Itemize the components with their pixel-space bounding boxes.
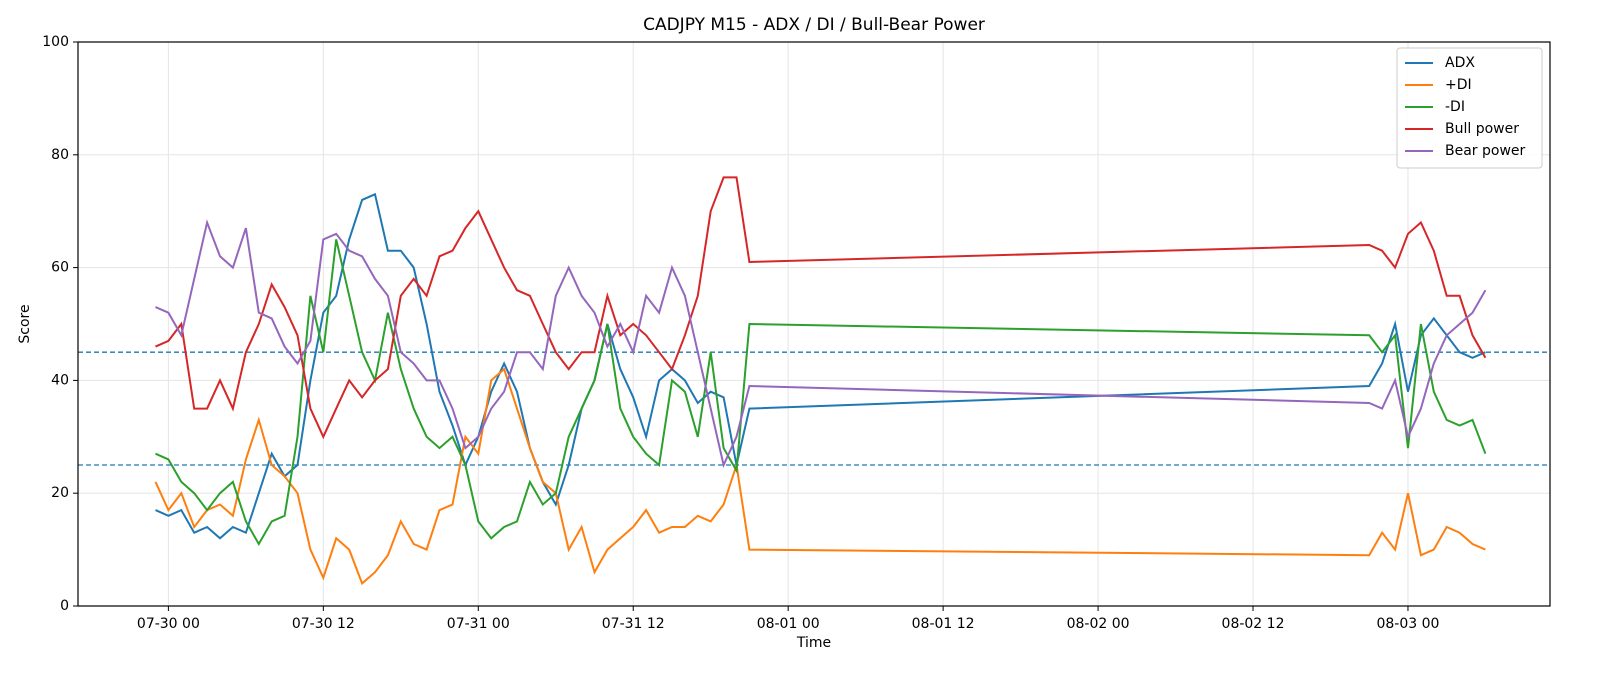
y-tick-label: 20 xyxy=(51,485,69,501)
legend-label: -DI xyxy=(1445,99,1465,115)
series-line xyxy=(155,192,1486,540)
y-tick-label: 60 xyxy=(51,260,69,276)
chart-title: CADJPY M15 - ADX / DI / Bull-Bear Power xyxy=(643,15,985,35)
x-axis-label: Time xyxy=(796,635,831,651)
x-tick-label: 08-01 12 xyxy=(912,616,975,632)
legend-label: ADX xyxy=(1445,55,1475,71)
x-tick-label: 07-31 00 xyxy=(447,616,510,632)
y-tick-label: 100 xyxy=(42,34,69,50)
y-tick-label: 80 xyxy=(51,147,69,163)
series-line xyxy=(155,219,1487,469)
y-tick-label: 0 xyxy=(60,598,69,614)
legend-label: Bull power xyxy=(1445,121,1519,137)
legend-label: +DI xyxy=(1445,77,1472,93)
plot-frame xyxy=(77,41,1551,607)
legend-label: Bear power xyxy=(1445,143,1526,159)
y-axis-label: Score xyxy=(17,304,33,343)
legend-box xyxy=(1396,47,1543,169)
series-line xyxy=(155,239,1487,547)
legend: ADX +DI -DI Bull power Bear power xyxy=(1396,47,1543,169)
x-tick-label: 08-01 00 xyxy=(757,616,820,632)
x-tick-label: 07-31 12 xyxy=(602,616,665,632)
x-tick-label: 07-30 12 xyxy=(292,616,355,632)
x-tick-label: 08-02 12 xyxy=(1222,616,1285,632)
x-tick-label: 08-02 00 xyxy=(1067,616,1130,632)
series-line xyxy=(155,176,1487,440)
y-tick-label: 40 xyxy=(51,372,69,388)
series-line xyxy=(154,367,1486,586)
x-tick-label: 08-03 00 xyxy=(1376,616,1439,632)
x-tick-label: 07-30 00 xyxy=(137,616,200,632)
